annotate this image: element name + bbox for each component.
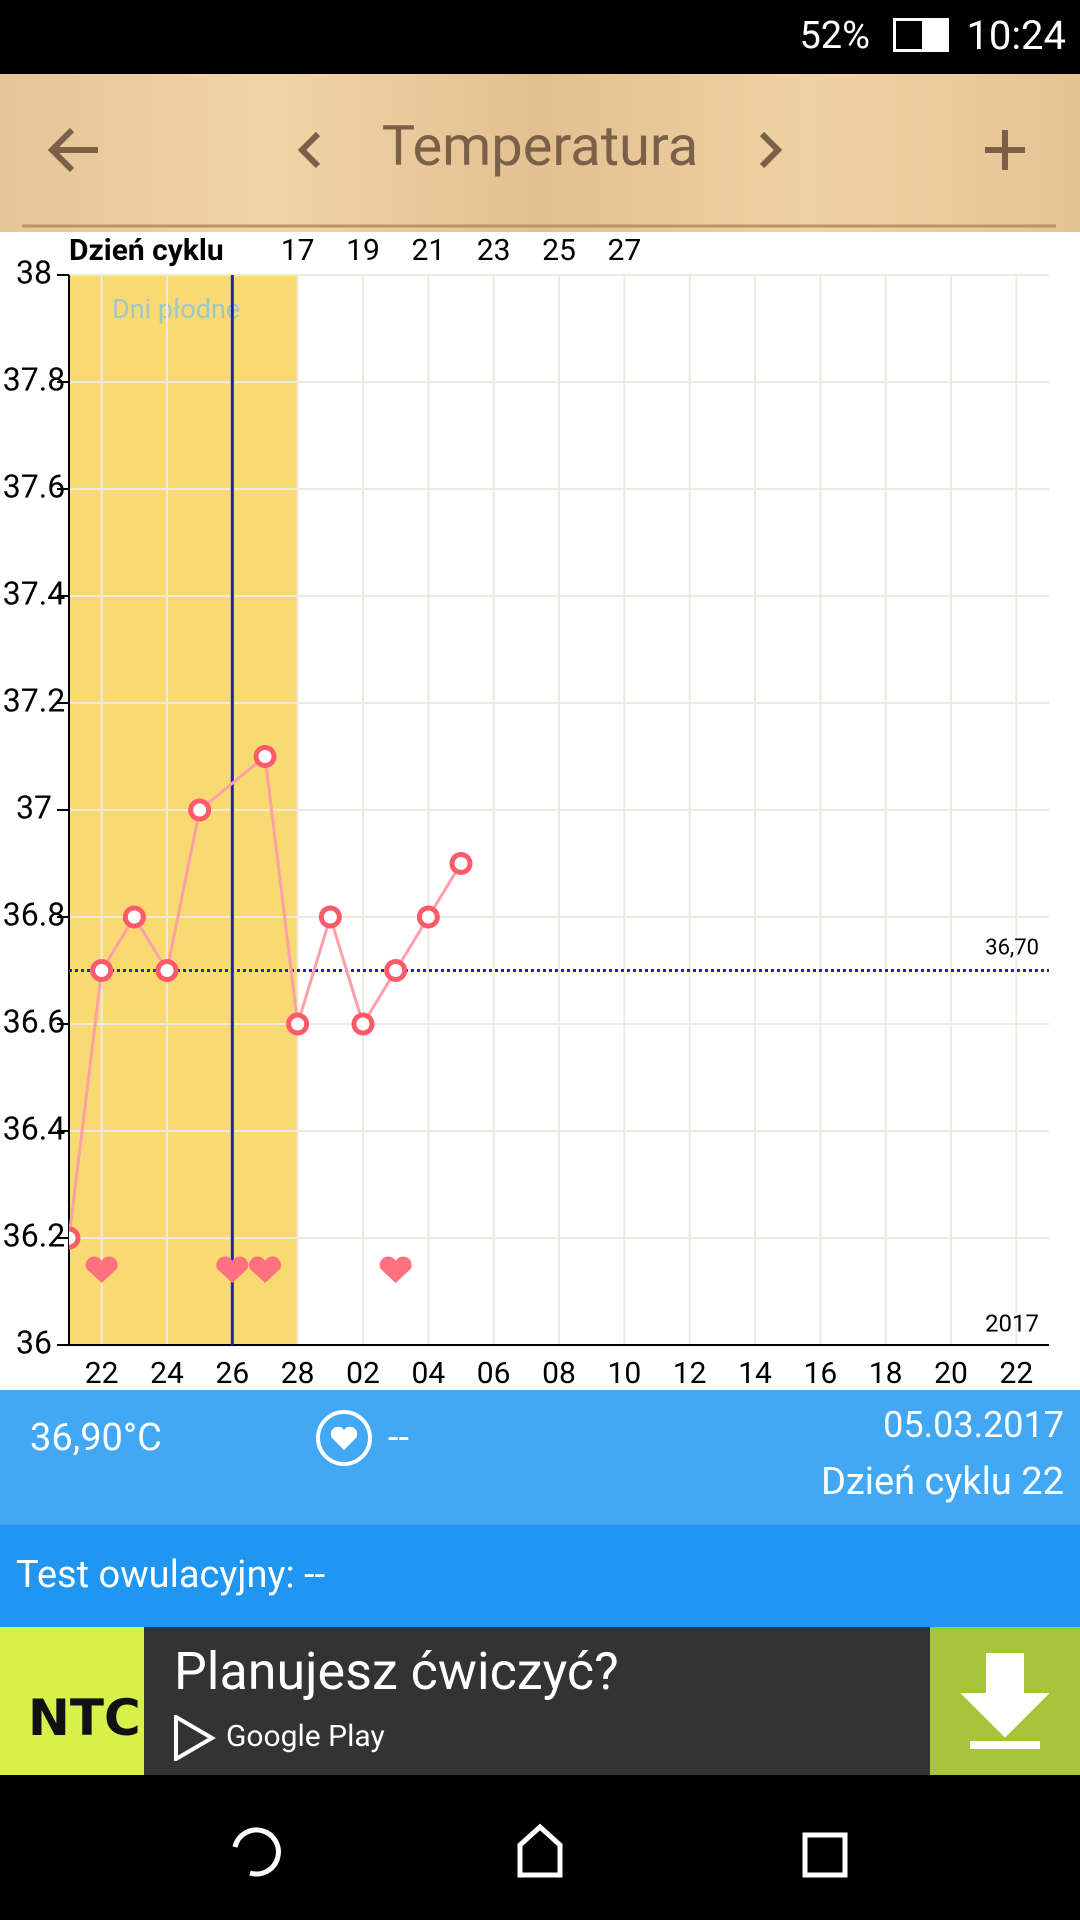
y-tick-label: 37 [16, 788, 52, 826]
top-tick-label: 25 [542, 233, 576, 268]
heart [216, 1256, 249, 1283]
x-tick-label: 26 [215, 1356, 249, 1390]
toolbar-title: Temperatura [382, 113, 699, 179]
ovulation-panel: Test owulacyjny: -- [0, 1525, 1080, 1627]
y-tick-label: 36 [16, 1323, 52, 1361]
play-icon [174, 1715, 216, 1761]
back-button[interactable] [47, 127, 98, 173]
x-tick-label: 10 [607, 1356, 641, 1390]
add-button[interactable] [985, 130, 1025, 170]
temperature-point [449, 852, 473, 875]
battery-level: 52% [799, 14, 870, 58]
ad-headline: Planujesz ćwiczyć? [174, 1641, 619, 1702]
x-tick-label: 04 [411, 1356, 445, 1390]
top-tick-label: 19 [346, 233, 380, 268]
y-tick-label: 38 [16, 253, 52, 291]
top-tick-label: 17 [281, 233, 315, 268]
temperature-point [188, 798, 212, 822]
info-panel: 36,90°C -- 05.03.2017 Dzień cyklu 22 [0, 1390, 1080, 1525]
clock: 10:24 [966, 12, 1066, 59]
heart [379, 1256, 412, 1283]
toolbar: Temperatura [0, 74, 1080, 232]
temperature-point [253, 745, 277, 768]
y-tick-label: 36.8 [3, 895, 65, 933]
x-tick-label: 22 [999, 1356, 1033, 1390]
y-tick-label: 36.2 [3, 1216, 65, 1254]
battery-icon [893, 18, 949, 52]
toolbar-icons: Temperatura [22, 113, 1056, 228]
year-label: 2017 [985, 1309, 1039, 1337]
temperature-point [69, 1226, 81, 1250]
heart-icon[interactable] [314, 1408, 374, 1468]
temperature-point [155, 959, 179, 982]
top-axis-title: Dzień cyklu [69, 233, 224, 268]
x-tick-label: 14 [738, 1356, 772, 1390]
top-tick-label: 23 [477, 233, 511, 268]
x-tick-label: 12 [673, 1356, 707, 1390]
temperature-point [90, 959, 114, 982]
intercourse-value: -- [388, 1416, 410, 1460]
nav-recent[interactable] [802, 1832, 848, 1878]
temperature: 36,90°C [30, 1416, 162, 1460]
y-tick-label: 37.2 [3, 681, 65, 719]
plot [69, 745, 473, 1250]
prev-button[interactable] [297, 131, 321, 169]
temperature-point [122, 905, 146, 929]
x-tick-label: 16 [803, 1356, 837, 1390]
fertile-label: Dni płodne [112, 293, 240, 325]
x-tick-label: 18 [869, 1356, 903, 1390]
top-tick-label: 21 [411, 233, 445, 268]
ad-banner[interactable]: NTC Planujesz ćwiczyć? Google Play [0, 1627, 1080, 1775]
cycle-day: Dzień cyklu 22 [820, 1460, 1064, 1504]
heart [249, 1256, 281, 1283]
next-button[interactable] [759, 131, 783, 169]
temperature-point [286, 1012, 310, 1036]
temperature-point [318, 905, 342, 929]
ovulation-test: Test owulacyjny: -- [16, 1553, 326, 1597]
ad-brand: NTC [28, 1689, 141, 1747]
top-tick-label: 27 [607, 233, 641, 268]
y-tick-label: 37.4 [3, 574, 65, 612]
temperature-point [351, 1012, 375, 1036]
x-tick-label: 22 [85, 1356, 119, 1390]
y-tick-label: 37.6 [3, 467, 65, 505]
nav-bar [0, 1775, 1080, 1920]
nav-back[interactable] [232, 1827, 281, 1877]
heart [85, 1256, 118, 1283]
x-tick-label: 28 [281, 1356, 315, 1390]
nav-home[interactable] [517, 1823, 563, 1878]
x-tick-label: 02 [346, 1356, 380, 1390]
ad-logo: NTC [0, 1627, 144, 1775]
ad-download[interactable] [930, 1627, 1080, 1775]
temperature-point [384, 959, 408, 982]
x-tick-label: 24 [150, 1356, 184, 1390]
y-tick-label: 36.6 [3, 1002, 65, 1040]
x-tick-label: 08 [542, 1356, 576, 1390]
temperature-point [416, 905, 440, 929]
chart: Dni płodne 36 36.2 36.4 36.6 36.8 37 37.2 37.4 37… [3, 233, 1049, 1390]
y-tick-label: 37.8 [3, 360, 65, 398]
y-tick-label: 36.4 [3, 1109, 65, 1147]
status-bar: 52% 10:24 [0, 0, 1080, 74]
x-tick-label: 20 [934, 1356, 968, 1390]
ad-store: Google Play [226, 1719, 385, 1754]
x-tick-label: 06 [477, 1356, 511, 1390]
cover-line-label: 36,70 [985, 935, 1039, 960]
date: 05.03.2017 [883, 1404, 1064, 1446]
